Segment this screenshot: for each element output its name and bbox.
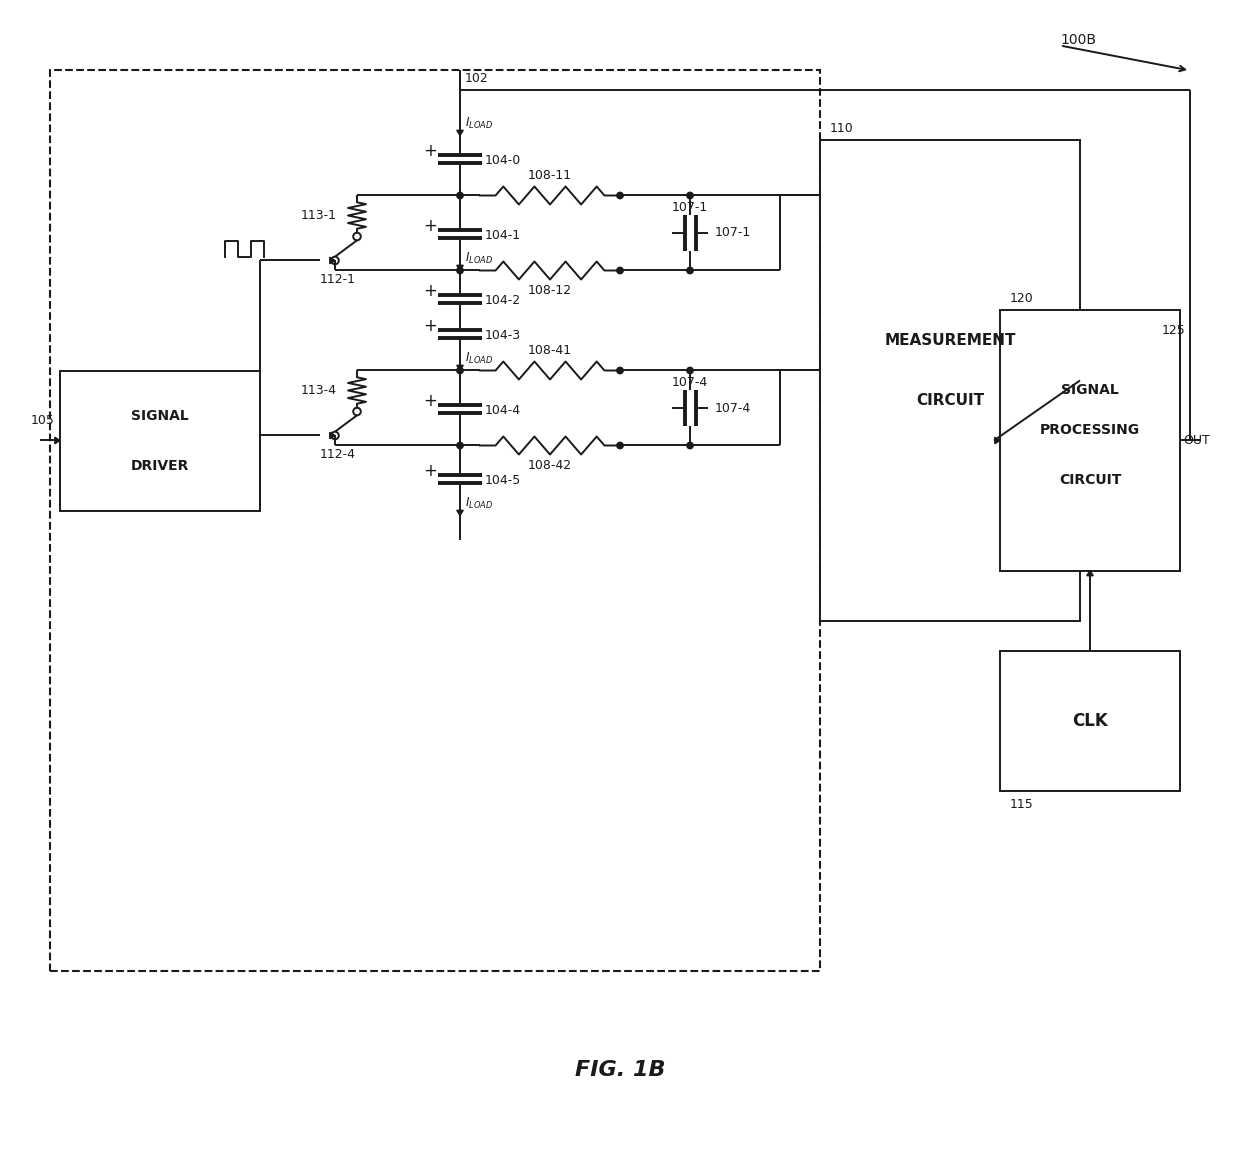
Circle shape xyxy=(616,443,624,448)
Text: SIGNAL: SIGNAL xyxy=(1061,383,1118,397)
Text: 104-0: 104-0 xyxy=(485,155,521,167)
Text: +: + xyxy=(423,317,436,336)
Text: MEASUREMENT: MEASUREMENT xyxy=(884,333,1016,348)
Polygon shape xyxy=(456,511,464,515)
Text: 107-1: 107-1 xyxy=(715,226,751,240)
Circle shape xyxy=(456,267,464,274)
Text: +: + xyxy=(423,218,436,235)
Polygon shape xyxy=(456,365,464,370)
Text: $I_{LOAD}$: $I_{LOAD}$ xyxy=(465,252,494,267)
Text: OUT: OUT xyxy=(1183,434,1210,447)
Bar xyxy=(999,310,1180,570)
Circle shape xyxy=(687,267,693,274)
Text: 113-4: 113-4 xyxy=(301,384,337,397)
Text: 104-4: 104-4 xyxy=(485,404,521,417)
Text: $I_{LOAD}$: $I_{LOAD}$ xyxy=(465,116,494,131)
Circle shape xyxy=(687,368,693,374)
Text: +: + xyxy=(423,143,436,160)
Bar xyxy=(50,70,820,971)
Polygon shape xyxy=(330,258,335,263)
Text: 110: 110 xyxy=(830,123,854,136)
Bar xyxy=(60,370,260,511)
Polygon shape xyxy=(456,266,464,271)
Text: 120: 120 xyxy=(1011,293,1034,306)
Circle shape xyxy=(456,443,464,448)
Text: 107-4: 107-4 xyxy=(672,377,708,390)
Text: DRIVER: DRIVER xyxy=(130,459,190,473)
Polygon shape xyxy=(994,437,999,444)
Text: CIRCUIT: CIRCUIT xyxy=(916,393,985,408)
Circle shape xyxy=(456,192,464,199)
Polygon shape xyxy=(456,130,464,136)
Text: 104-2: 104-2 xyxy=(485,294,521,307)
Text: 107-1: 107-1 xyxy=(672,201,708,214)
Text: +: + xyxy=(423,392,436,411)
Text: CLK: CLK xyxy=(1073,712,1107,730)
Bar xyxy=(999,651,1180,790)
Circle shape xyxy=(616,267,624,274)
Text: SIGNAL: SIGNAL xyxy=(131,409,188,423)
Text: 112-4: 112-4 xyxy=(320,448,356,461)
Circle shape xyxy=(456,368,464,374)
Text: +: + xyxy=(423,282,436,301)
Polygon shape xyxy=(55,437,60,444)
Circle shape xyxy=(687,192,693,199)
Polygon shape xyxy=(1086,570,1094,576)
Text: 108-41: 108-41 xyxy=(528,344,572,357)
Text: PROCESSING: PROCESSING xyxy=(1040,424,1140,438)
Text: 108-11: 108-11 xyxy=(528,169,572,182)
Text: 108-12: 108-12 xyxy=(528,285,572,297)
Text: +: + xyxy=(423,463,436,480)
Bar xyxy=(820,141,1080,621)
Text: 113-1: 113-1 xyxy=(301,208,337,222)
Text: 104-1: 104-1 xyxy=(485,230,521,242)
Circle shape xyxy=(687,443,693,448)
Text: 105: 105 xyxy=(31,415,55,427)
Text: FIG. 1B: FIG. 1B xyxy=(575,1061,665,1081)
Text: 102: 102 xyxy=(465,73,489,85)
Text: 115: 115 xyxy=(1011,799,1034,812)
Text: 112-1: 112-1 xyxy=(320,274,356,287)
Text: CIRCUIT: CIRCUIT xyxy=(1059,473,1121,487)
Circle shape xyxy=(616,368,624,374)
Text: 104-5: 104-5 xyxy=(485,474,521,487)
Text: 104-3: 104-3 xyxy=(485,329,521,342)
Circle shape xyxy=(616,192,624,199)
Text: 125: 125 xyxy=(1161,324,1185,337)
Text: $I_{LOAD}$: $I_{LOAD}$ xyxy=(465,351,494,367)
Polygon shape xyxy=(330,432,335,439)
Text: 107-4: 107-4 xyxy=(715,402,751,415)
Text: 108-42: 108-42 xyxy=(528,459,572,472)
Text: $I_{LOAD}$: $I_{LOAD}$ xyxy=(465,497,494,512)
Text: 100B: 100B xyxy=(1060,34,1096,48)
